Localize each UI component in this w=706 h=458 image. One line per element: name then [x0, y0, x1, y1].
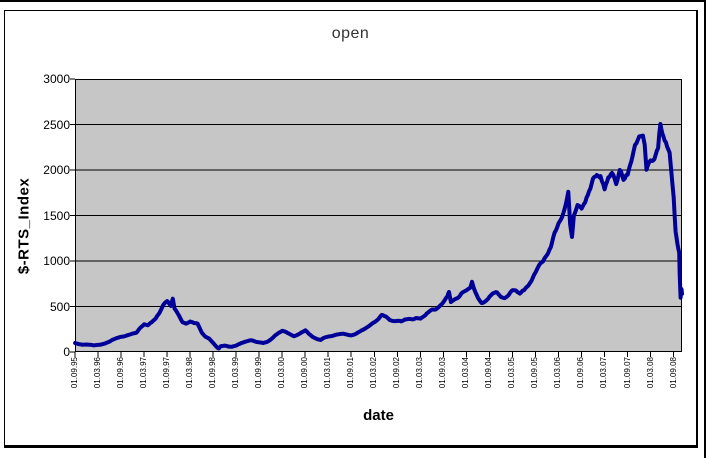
- x-tick-label-01.03.05: 01.03.05: [507, 357, 517, 389]
- x-tick-label-01.09.01: 01.09.01: [346, 357, 356, 389]
- x-tick-label-01.03.00: 01.03.00: [277, 357, 287, 389]
- x-tick-label-01.09.95: 01.09.95: [69, 357, 79, 389]
- x-tick-label-01.03.98: 01.03.98: [185, 357, 195, 389]
- x-tick-label-01.09.08: 01.09.08: [668, 357, 678, 389]
- y-tick-label-1000: 1000: [43, 254, 70, 268]
- x-tick-label-01.09.97: 01.09.97: [162, 357, 172, 389]
- x-tick-label-01.03.03: 01.03.03: [415, 357, 425, 389]
- x-tick-label-01.09.07: 01.09.07: [622, 357, 632, 389]
- chart-title: open: [331, 25, 370, 42]
- series-open: [73, 122, 684, 351]
- x-tick-label-01.09.03: 01.09.03: [438, 357, 448, 389]
- x-tick-label-01.09.96: 01.09.96: [116, 357, 126, 389]
- x-tick-label-01.09.02: 01.09.02: [392, 357, 402, 389]
- x-tick-label-01.03.97: 01.03.97: [139, 357, 149, 389]
- x-tick-label-01.09.98: 01.09.98: [208, 357, 218, 389]
- y-tick-label-2500: 2500: [43, 117, 70, 132]
- x-tick-label-01.03.07: 01.03.07: [599, 357, 609, 389]
- x-tick-label-01.09.06: 01.09.06: [576, 357, 586, 389]
- x-axis-title: date: [363, 407, 394, 424]
- x-tick-label-01.03.04: 01.03.04: [461, 357, 471, 389]
- x-tick-label-01.03.02: 01.03.02: [369, 357, 379, 389]
- y-tick-label-500: 500: [49, 299, 70, 314]
- plot-area: [70, 78, 684, 357]
- x-tick-label-01.03.01: 01.03.01: [323, 357, 333, 389]
- plot-border: [75, 79, 682, 352]
- y-tick-label-1500: 1500: [43, 208, 70, 223]
- y-tick-label-3000: 3000: [43, 72, 70, 86]
- x-tick-label-01.09.00: 01.09.00: [300, 357, 310, 389]
- x-tick-label-01.03.99: 01.03.99: [231, 357, 241, 389]
- x-tick-label-01.09.05: 01.09.05: [530, 357, 540, 389]
- x-tick-label-01.03.08: 01.03.08: [645, 357, 655, 389]
- y-tick-label-0: 0: [63, 345, 70, 359]
- x-tick-label-01.03.06: 01.03.06: [553, 357, 563, 389]
- y-tick-label-2000: 2000: [43, 163, 70, 177]
- x-tick-label-01.09.04: 01.09.04: [484, 357, 494, 389]
- x-tick-label-01.03.96: 01.03.96: [93, 357, 102, 389]
- x-tick-label-01.09.99: 01.09.99: [254, 357, 264, 389]
